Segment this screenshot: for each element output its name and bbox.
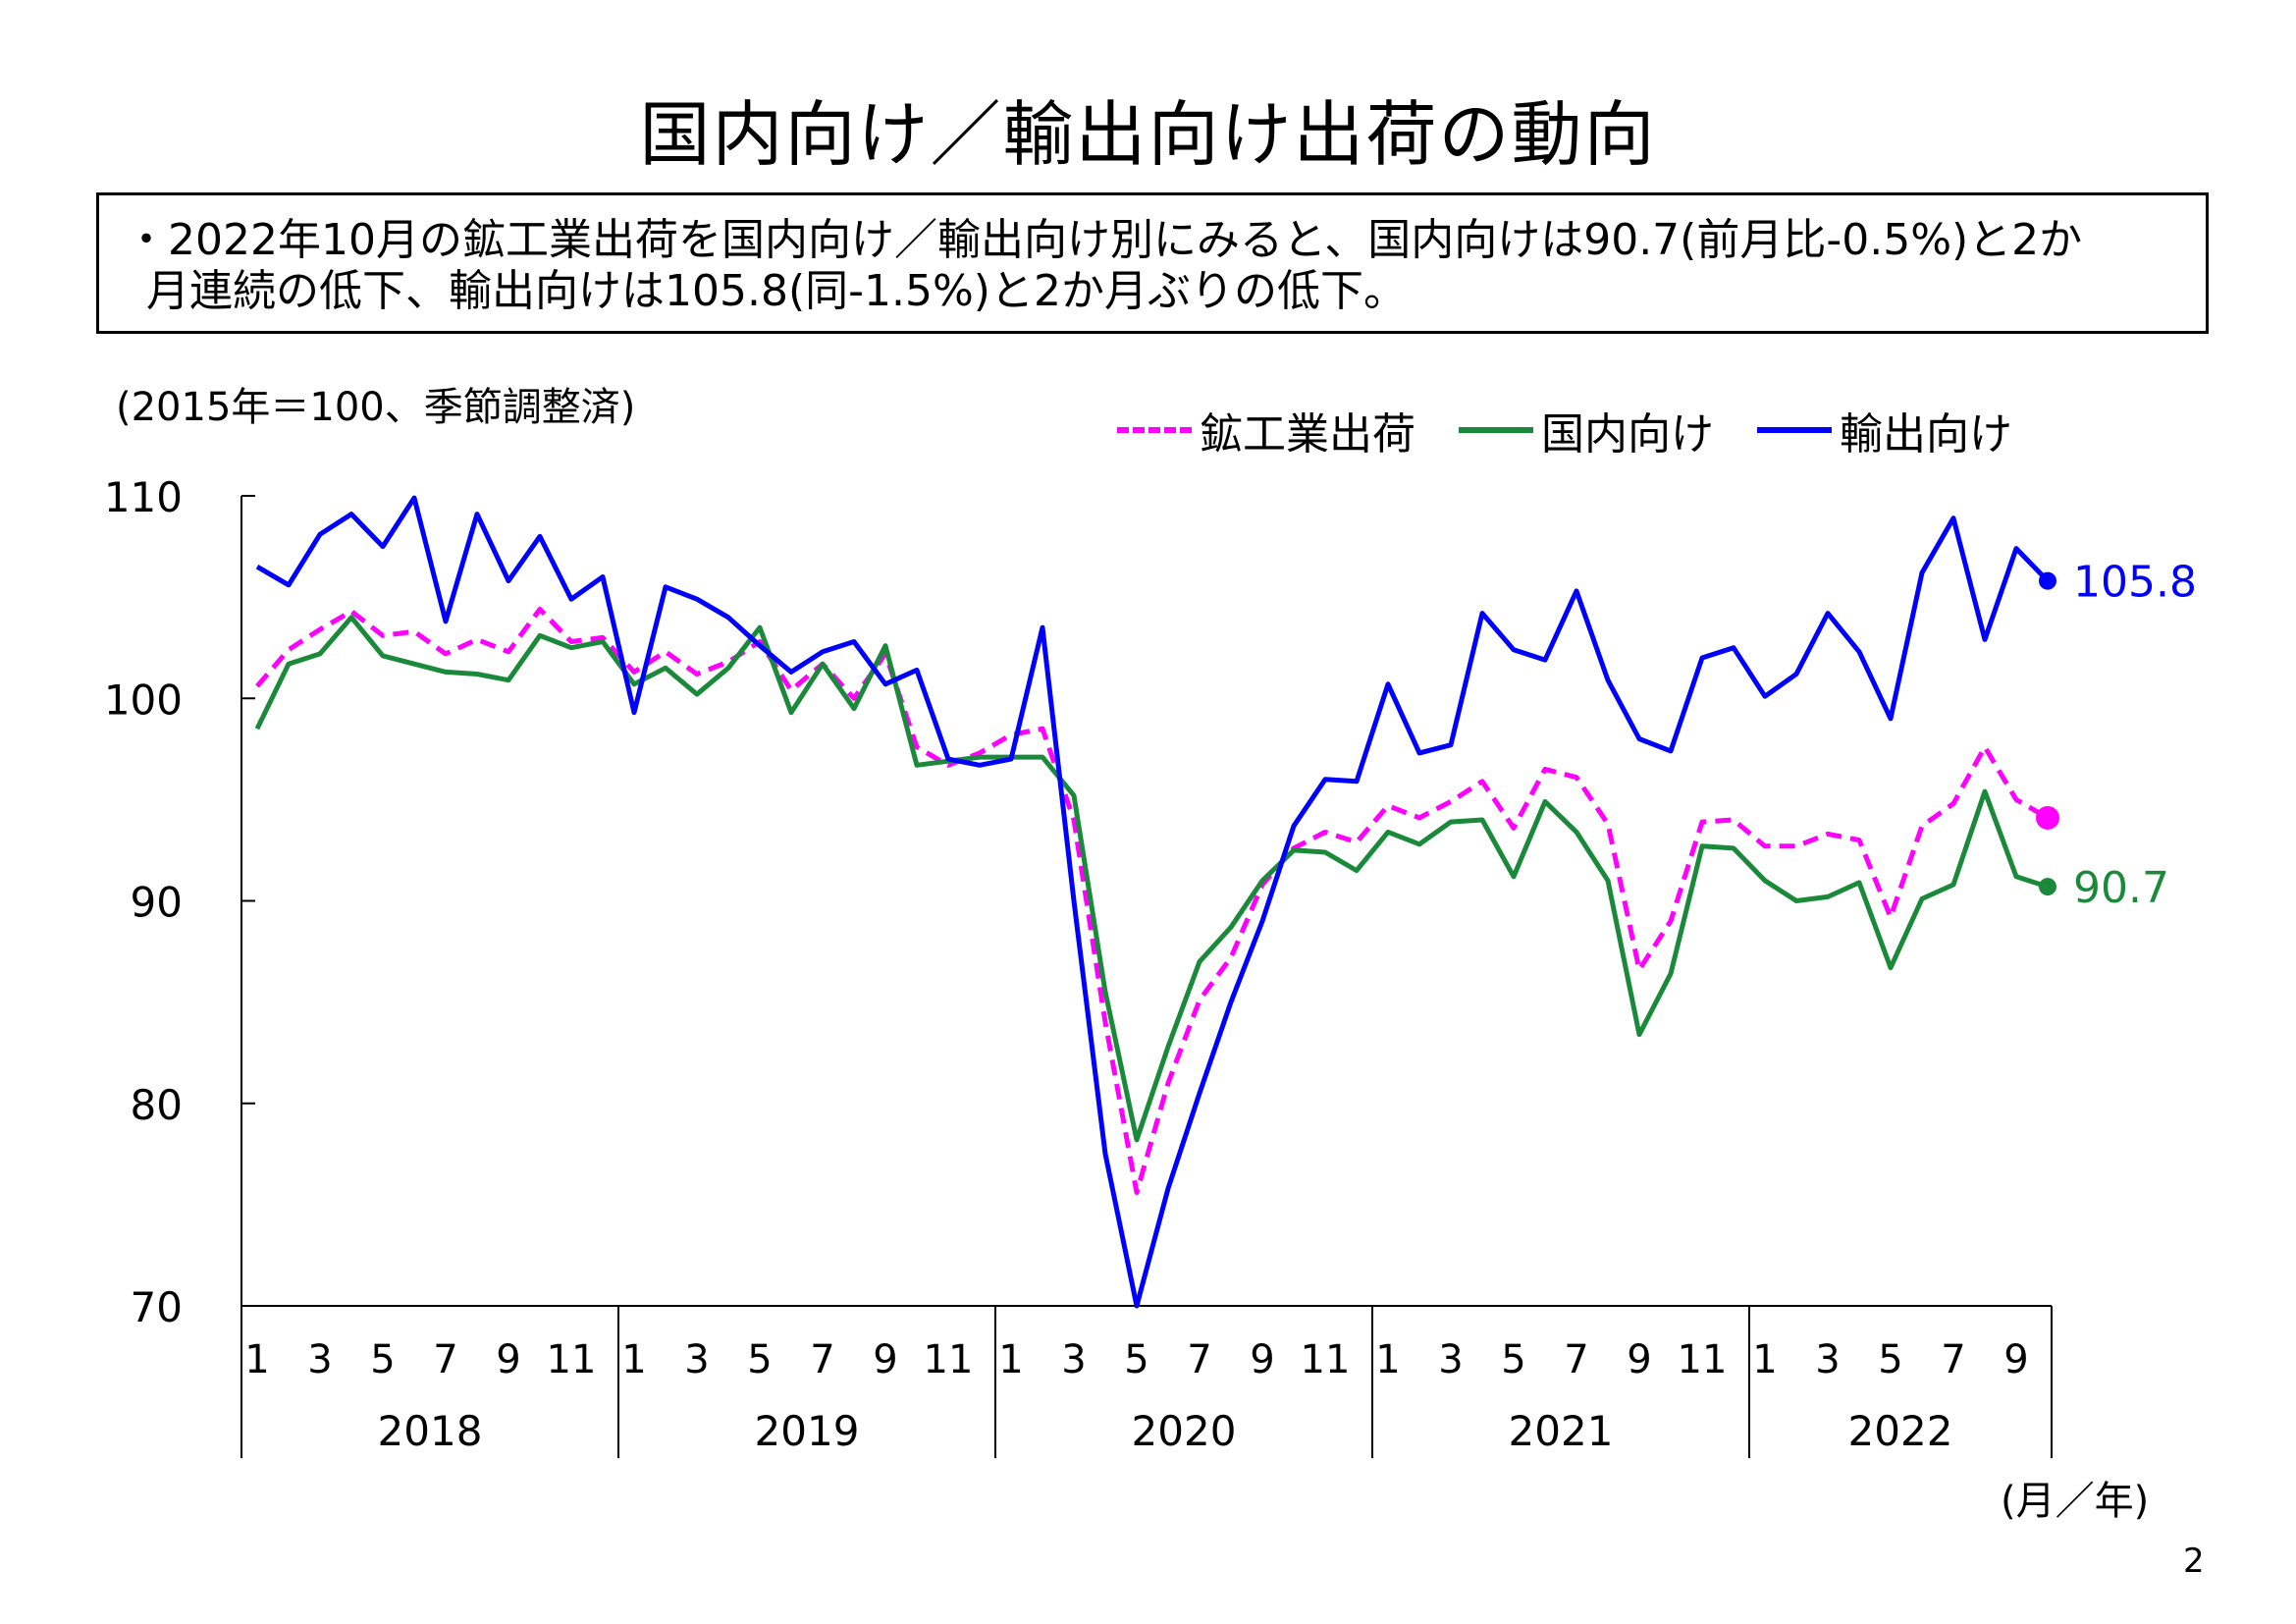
x-year-label: 2020 bbox=[1132, 1407, 1237, 1455]
x-month-label: 9 bbox=[1250, 1337, 1274, 1382]
x-month-label: 3 bbox=[1815, 1337, 1840, 1382]
x-month-label: 5 bbox=[747, 1337, 772, 1382]
legend-item-domestic: 国内向け bbox=[1459, 399, 1714, 461]
x-month-label: 9 bbox=[2003, 1337, 2028, 1382]
x-year-label: 2018 bbox=[378, 1407, 483, 1455]
x-month-label: 7 bbox=[1564, 1337, 1588, 1382]
x-month-label: 7 bbox=[810, 1337, 834, 1382]
x-month-label: 1 bbox=[621, 1337, 646, 1382]
series-end-label-domestic: 90.7 bbox=[2073, 863, 2169, 913]
y-tick-label: 80 bbox=[131, 1081, 183, 1129]
x-month-label: 5 bbox=[1501, 1337, 1525, 1382]
x-year-label: 2021 bbox=[1509, 1407, 1614, 1455]
x-month-label: 7 bbox=[1941, 1337, 1965, 1382]
summary-text: ・2022年10月の鉱工業出荷を国内向け／輸出向け別にみると、国内向けは90.7… bbox=[125, 215, 2186, 317]
summary-line-2: 月連続の低下、輸出向けは105.8(同-1.5%)と2か月ぶりの低下。 bbox=[146, 266, 1407, 316]
x-month-label: 7 bbox=[433, 1337, 457, 1382]
y-tick-label: 110 bbox=[104, 473, 183, 521]
x-axis-unit: (月／年) bbox=[2001, 1479, 2150, 1524]
page-number: 2 bbox=[2183, 1542, 2205, 1581]
summary-box: ・2022年10月の鉱工業出荷を国内向け／輸出向け別にみると、国内向けは90.7… bbox=[96, 192, 2209, 334]
x-month-label: 11 bbox=[924, 1337, 974, 1382]
x-month-label: 1 bbox=[1752, 1337, 1777, 1382]
legend-swatch-total bbox=[1117, 427, 1192, 433]
x-month-label: 9 bbox=[1627, 1337, 1651, 1382]
x-month-label: 11 bbox=[1678, 1337, 1728, 1382]
x-month-label: 5 bbox=[1878, 1337, 1902, 1382]
x-month-label: 11 bbox=[547, 1337, 597, 1382]
chart-legend: 鉱工業出荷 国内向け 輸出向け bbox=[1117, 403, 2012, 460]
x-month-label: 3 bbox=[307, 1337, 332, 1382]
y-tick-label: 100 bbox=[104, 676, 183, 724]
legend-label-total: 鉱工業出荷 bbox=[1200, 409, 1415, 460]
summary-line-1: ・2022年10月の鉱工業出荷を国内向け／輸出向け別にみると、国内向けは90.7… bbox=[125, 215, 2083, 265]
x-month-label: 9 bbox=[873, 1337, 897, 1382]
legend-swatch-export bbox=[1757, 427, 1832, 433]
legend-label-domestic: 国内向け bbox=[1541, 409, 1714, 460]
series-line-total bbox=[255, 607, 2050, 1195]
x-month-label: 3 bbox=[1061, 1337, 1086, 1382]
x-month-label: 1 bbox=[998, 1337, 1023, 1382]
x-year-label: 2022 bbox=[1848, 1407, 1953, 1455]
page-title: 国内向け／輸出向け出荷の動向 bbox=[639, 93, 1657, 176]
x-month-label: 7 bbox=[1187, 1337, 1211, 1382]
x-month-label: 5 bbox=[370, 1337, 395, 1382]
y-tick-label: 70 bbox=[131, 1283, 183, 1331]
legend-item-export: 輸出向け bbox=[1757, 399, 2012, 461]
y-tick-label: 90 bbox=[131, 879, 183, 927]
legend-item-total: 鉱工業出荷 bbox=[1117, 399, 1415, 461]
x-month-label: 1 bbox=[244, 1337, 269, 1382]
legend-label-export: 輸出向け bbox=[1840, 409, 2012, 460]
series-end-point-domestic bbox=[2039, 878, 2056, 896]
x-month-label: 1 bbox=[1375, 1337, 1400, 1382]
x-month-label: 9 bbox=[496, 1337, 520, 1382]
series-line-export bbox=[255, 495, 2050, 1309]
x-month-label: 3 bbox=[1438, 1337, 1463, 1382]
series-end-point-export bbox=[2039, 571, 2056, 590]
unit-note: (2015年＝100、季節調整済) bbox=[116, 385, 636, 430]
legend-swatch-domestic bbox=[1459, 427, 1533, 433]
x-year-label: 2019 bbox=[755, 1407, 860, 1455]
series-end-point-total bbox=[2036, 805, 2059, 830]
series-line-domestic bbox=[254, 615, 2049, 1143]
x-month-label: 11 bbox=[1301, 1337, 1351, 1382]
series-end-label-export: 105.8 bbox=[2073, 558, 2197, 608]
x-month-label: 3 bbox=[684, 1337, 709, 1382]
x-month-label: 5 bbox=[1124, 1337, 1148, 1382]
